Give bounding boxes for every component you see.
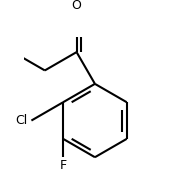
Text: Cl: Cl <box>15 114 28 127</box>
Text: O: O <box>72 0 82 12</box>
Text: F: F <box>60 159 67 172</box>
